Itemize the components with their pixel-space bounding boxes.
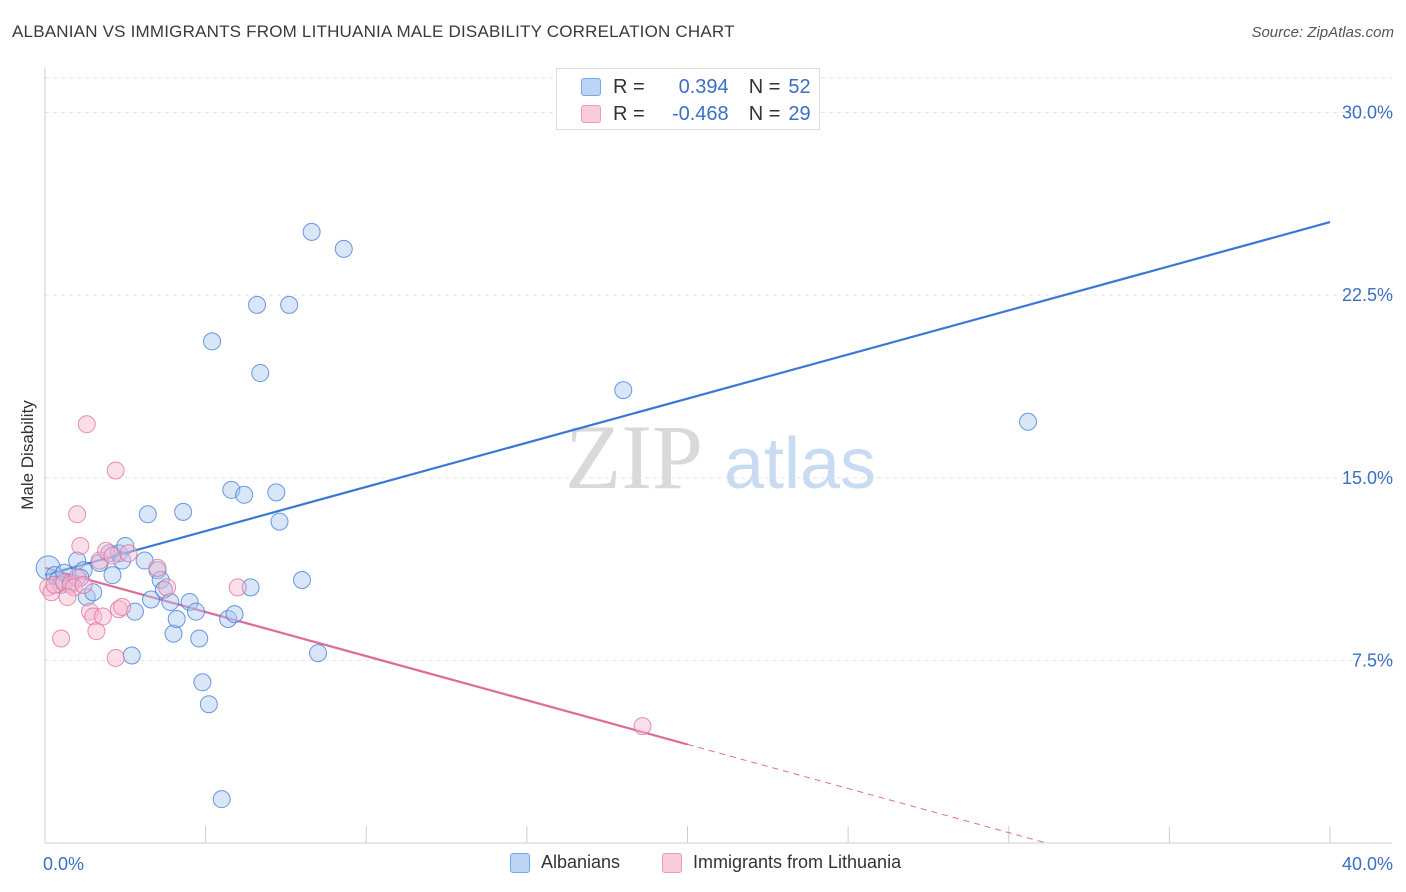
albanians-point-29 (190, 629, 209, 648)
trend-lines (44, 221, 1331, 844)
source-label: Source: ZipAtlas.com (1251, 24, 1394, 41)
albanians-point-45 (309, 644, 328, 663)
lithuania-point-6 (68, 568, 87, 587)
lithuania-point-26 (633, 717, 652, 736)
albanians-point-28 (186, 602, 205, 621)
albanians-point-43 (280, 295, 299, 314)
albanians-point-39 (248, 295, 267, 314)
lithuania-trend-dashed (687, 743, 1047, 844)
y-tick-label-1: 15.0% (1342, 468, 1393, 488)
albanians-point-27 (180, 592, 199, 611)
lithuania-point-21 (109, 600, 128, 619)
legend-n-value: 52 (788, 75, 811, 98)
lithuania-point-23 (148, 558, 167, 577)
albanians-point-30 (193, 673, 212, 692)
lithuania-point-13 (84, 607, 103, 626)
albanians-point-12 (103, 566, 122, 585)
watermark: ZIP atlas (565, 406, 876, 508)
legend-swatch-blue (581, 78, 601, 96)
lithuania-label: Immigrants from Lithuania (693, 852, 902, 872)
albanians-point-25 (167, 609, 186, 628)
lithuania-point-5 (61, 575, 80, 594)
legend-swatch-pink (581, 105, 601, 123)
legend-row-albanians: R = 0.394 N = 52 (581, 75, 811, 99)
albanians-point-46 (302, 222, 321, 241)
lithuania-point-28 (58, 588, 77, 607)
albanians-point-38 (241, 578, 260, 597)
legend-n-label: N = (748, 75, 781, 98)
albanians-point-9 (84, 583, 103, 602)
albanians-point-44 (293, 571, 311, 590)
albanians-label: Albanians (541, 852, 621, 872)
legend-r-value: -0.468 (671, 102, 729, 125)
albanians-point-26 (174, 502, 193, 521)
series-legend: Albanians Immigrants from Lithuania (0, 852, 1406, 876)
chart-title: ALBANIAN VS IMMIGRANTS FROM LITHUANIA MA… (12, 22, 735, 41)
albanians-point-15 (122, 646, 141, 665)
albanians-point-37 (235, 485, 254, 504)
albanians-point-49 (1019, 412, 1038, 431)
albanians-point-33 (212, 790, 231, 809)
legend-r-label: R = (613, 102, 645, 125)
y-tick-label-2: 22.5% (1342, 285, 1393, 305)
albanians-point-48 (614, 381, 633, 400)
lithuania-point-27 (113, 597, 132, 616)
legend-n-value: 29 (788, 102, 811, 125)
lithuania-point-19 (106, 648, 125, 667)
lithuania-point-18 (103, 546, 122, 565)
lithuania-point-16 (93, 607, 112, 626)
lithuania-swatch (662, 852, 682, 873)
legend-r-value: 0.394 (678, 75, 729, 98)
albanians-point-51 (113, 551, 132, 570)
x-tick-label-1: 40.0% (1342, 854, 1393, 874)
albanians-trend-solid (44, 221, 1331, 577)
legend-item-lithuania: Immigrants from Lithuania (662, 852, 901, 873)
albanians-point-31 (199, 695, 218, 714)
lithuania-point-9 (71, 536, 90, 555)
albanians-point-19 (142, 590, 161, 609)
axes (44, 68, 1392, 844)
legend-item-albanians: Albanians (510, 852, 620, 873)
lithuania-point-11 (77, 415, 96, 434)
legend-r-label: R = (613, 75, 645, 98)
albanians-point-23 (161, 592, 180, 611)
albanians-point-47 (334, 239, 353, 258)
y-axis-label: Male Disability (18, 400, 37, 510)
albanians-point-32 (203, 332, 222, 351)
albanians-point-41 (267, 483, 286, 502)
albanians-point-21 (151, 571, 170, 590)
legend-n-label: N = (748, 102, 781, 125)
lithuania-point-24 (158, 578, 177, 597)
lithuania-point-22 (119, 544, 138, 563)
grid-lines (45, 77, 1392, 661)
tick-labels: 7.5% 15.0% 22.5% 30.0% 0.0% 40.0% (43, 103, 1393, 874)
lithuania-point-25 (228, 578, 247, 597)
y-tick-label-3: 30.0% (1342, 103, 1393, 123)
albanians-swatch (510, 852, 530, 873)
legend-row-lithuania: R = -0.468 N = 29 (581, 102, 811, 126)
lithuania-point-20 (106, 461, 125, 480)
albanians-point-40 (251, 364, 270, 383)
albanians-point-36 (225, 605, 244, 624)
albanians-point-42 (270, 512, 289, 531)
x-tick-label-0: 0.0% (43, 854, 84, 874)
albanians-point-18 (138, 505, 157, 524)
albanians-point-24 (164, 624, 183, 643)
watermark-zip: ZIP (565, 406, 703, 508)
watermark-atlas: atlas (724, 424, 876, 504)
stats-legend: R = 0.394 N = 52 R = -0.468 N = 29 (556, 68, 820, 130)
y-tick-label-0: 7.5% (1352, 650, 1393, 670)
lithuania-point-8 (68, 505, 87, 524)
lithuania-trend-solid (44, 566, 688, 746)
lithuania-point-10 (74, 575, 93, 594)
data-points (35, 222, 1038, 809)
lithuania-point-3 (52, 629, 71, 648)
